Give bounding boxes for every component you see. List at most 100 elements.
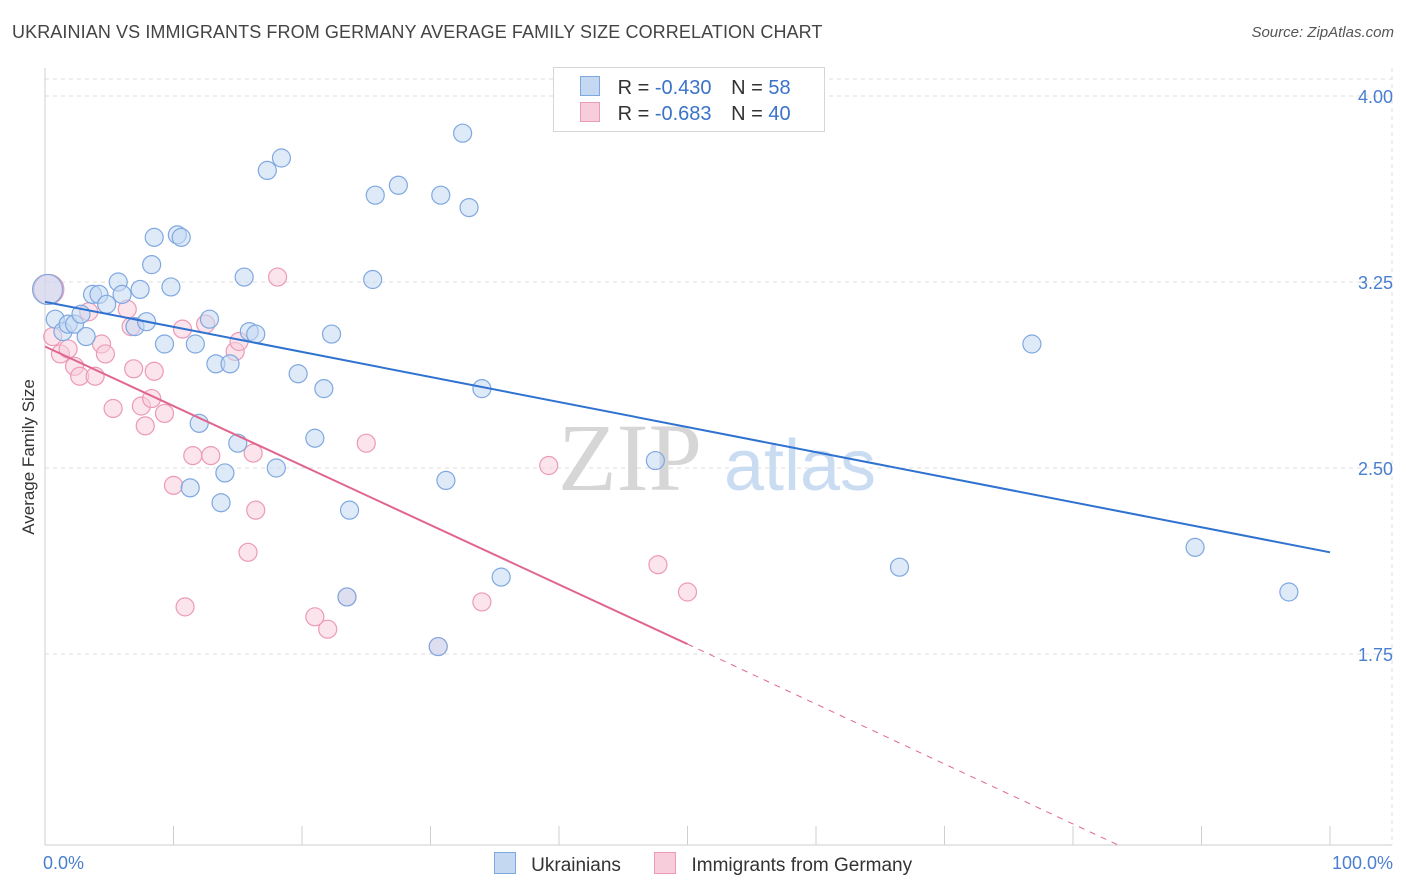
y-tick-label: 2.50 — [1358, 459, 1393, 479]
source-label: Source: ZipAtlas.com — [1251, 24, 1394, 41]
y-tick-label: 1.75 — [1358, 645, 1393, 665]
immigrants-point — [154, 403, 175, 424]
ukrainians-point — [185, 334, 205, 354]
ukrainians-point — [363, 269, 383, 290]
legend-r-label: R = — [617, 103, 650, 125]
immigrants-point — [175, 597, 195, 617]
ukrainians-point — [305, 428, 325, 448]
ukrainians-point — [365, 185, 385, 205]
immigrants-trend-extension — [687, 643, 1119, 846]
x-tick-labels: 0.0% 100.0% — [43, 853, 1393, 873]
legend-label-ukrainians: Ukrainians — [531, 855, 621, 876]
ukrainians-point — [130, 279, 150, 300]
immigrants-point — [318, 619, 338, 639]
ukrainians-point — [436, 470, 456, 490]
immigrants-point — [539, 455, 559, 476]
y-axis-label: Average Family Size — [19, 379, 38, 535]
ukrainians-point — [428, 636, 448, 657]
immigrants-point — [183, 446, 203, 466]
immigrants-point — [305, 607, 325, 627]
immigrants-point — [163, 475, 184, 495]
legend-item-immigrants[interactable]: Immigrants from Germany — [654, 852, 912, 877]
chart-title: UKRAINIAN VS IMMIGRANTS FROM GERMANY AVE… — [12, 22, 823, 42]
ukrainians-point — [215, 463, 235, 483]
legend-swatch-immigrants — [654, 852, 677, 874]
ukrainians-point — [431, 185, 451, 205]
immigrants-point — [243, 443, 263, 463]
series-immigrants-from-germany — [33, 267, 698, 657]
ukrainians-point — [1279, 582, 1299, 602]
watermark: ZIP atlas — [558, 404, 876, 511]
ukrainians-point — [453, 123, 473, 143]
immigrants-point — [472, 592, 492, 612]
ukrainians-point — [112, 284, 132, 304]
immigrants-point — [103, 398, 123, 419]
y-tick-label: 3.25 — [1358, 273, 1393, 293]
ukrainians-point — [491, 567, 511, 587]
ukrainians-point — [337, 587, 357, 607]
ukrainians-point — [76, 326, 96, 347]
ukrainians-point — [171, 227, 191, 247]
legend-r-value: -0.430 — [654, 77, 712, 99]
legend-swatch-ukrainians — [493, 852, 516, 874]
immigrants-point — [201, 446, 221, 466]
ukrainians-point — [388, 175, 408, 195]
ukrainians-point — [257, 160, 277, 180]
ukrainians-point — [321, 324, 342, 344]
series-legend: Ukrainians Immigrants from Germany — [0, 852, 1406, 877]
legend-n-value: 40 — [768, 103, 791, 125]
ukrainians-point — [271, 148, 292, 168]
axes — [44, 68, 1392, 846]
legend-swatch-blue — [580, 76, 600, 96]
ukrainians-point — [339, 500, 360, 520]
ukrainians-point — [199, 309, 220, 329]
ukrainians-point — [645, 450, 665, 471]
immigrants-point — [238, 542, 258, 562]
ukrainians-point — [220, 354, 240, 374]
ukrainians-point — [189, 413, 209, 433]
y-tick-label: 4.00 — [1358, 87, 1393, 107]
immigrants-point — [135, 416, 155, 436]
legend-row-immigrants: R = -0.683 N = 40 — [580, 102, 791, 126]
ukrainians-trend-line — [44, 300, 1331, 554]
trend-lines — [44, 300, 1331, 846]
ukrainians-point — [154, 334, 175, 354]
ukrainians-point — [142, 255, 162, 275]
ukrainians-point — [144, 227, 164, 247]
x-tick-label-max: 100.0% — [1332, 853, 1393, 873]
ukrainians-point — [211, 493, 231, 513]
immigrants-point — [246, 500, 266, 520]
correlation-legend: R = -0.430 N = 58 R = -0.683 N = 40 — [553, 67, 825, 132]
x-tick-label-min: 0.0% — [43, 853, 84, 873]
legend-swatch-pink — [580, 102, 600, 122]
ukrainians-point — [228, 433, 248, 453]
legend-row-ukrainians: R = -0.430 N = 58 — [580, 76, 791, 100]
ukrainians-point — [314, 379, 334, 399]
immigrants-point — [356, 433, 376, 453]
ukrainians-point — [246, 324, 266, 344]
watermark-zip: ZIP — [558, 404, 702, 511]
legend-n-value: 58 — [768, 77, 791, 99]
ukrainians-point — [266, 458, 286, 478]
ukrainians-point — [97, 294, 117, 314]
ukrainians-point — [889, 557, 910, 577]
ukrainians-point — [1185, 537, 1205, 557]
series-ukrainians — [31, 123, 1299, 657]
immigrants-point — [677, 582, 698, 602]
y-tick-labels: 1.75 2.50 3.25 4.00 — [1358, 87, 1393, 665]
legend-item-ukrainians[interactable]: Ukrainians — [493, 852, 621, 877]
legend-n-label: N = — [731, 77, 763, 99]
legend-r-value: -0.683 — [654, 103, 712, 125]
immigrants-point — [648, 555, 668, 575]
legend-label-immigrants: Immigrants from Germany — [691, 855, 913, 876]
ukrainians-point — [31, 273, 64, 306]
immigrants-point — [267, 267, 288, 287]
immigrants-trend-line — [44, 345, 688, 645]
ukrainians-point — [1022, 334, 1042, 354]
legend-r-label: R = — [617, 77, 650, 99]
immigrants-point — [144, 361, 164, 381]
ukrainians-point — [288, 364, 308, 384]
immigrants-point — [124, 359, 144, 379]
ukrainians-point — [234, 267, 254, 287]
